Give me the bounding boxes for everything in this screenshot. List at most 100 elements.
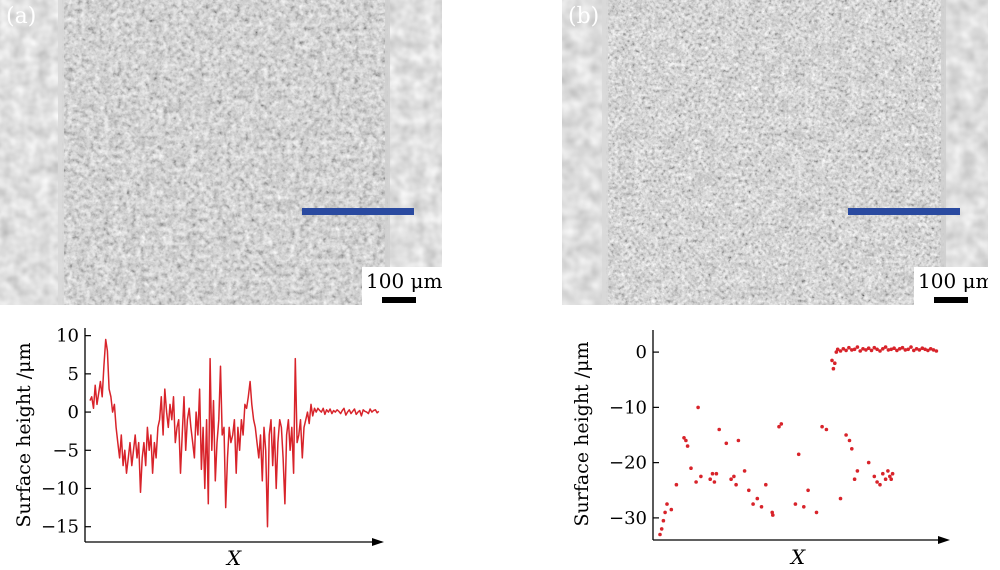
data-point xyxy=(802,505,806,509)
scale-bar-box-b: 100 μm xyxy=(914,267,988,305)
data-point xyxy=(658,532,662,537)
data-point xyxy=(751,502,755,506)
ytick-label: 10 xyxy=(56,326,79,347)
ytick-label: −20 xyxy=(609,453,647,474)
data-point xyxy=(669,507,674,512)
data-point xyxy=(866,346,871,350)
data-point xyxy=(793,502,798,506)
chart-a-xlabel: X xyxy=(225,546,242,570)
data-point xyxy=(912,348,916,353)
chart-b-frame xyxy=(652,330,950,544)
data-point xyxy=(694,480,698,484)
data-point xyxy=(777,424,781,429)
data-point xyxy=(864,348,868,352)
data-point xyxy=(866,460,871,465)
ytick-label: 0 xyxy=(68,402,79,423)
data-point xyxy=(920,346,925,350)
ytick-label: −30 xyxy=(609,508,647,529)
data-point xyxy=(897,347,902,351)
data-point xyxy=(714,471,719,476)
chart-b: 0 −10 −20 −30 Surface height /μm X xyxy=(571,330,950,569)
data-point xyxy=(844,348,848,353)
data-point xyxy=(699,474,703,479)
data-point xyxy=(838,349,843,353)
ytick-label: −15 xyxy=(41,517,79,538)
ytick-label: −10 xyxy=(41,479,79,500)
chart-b-xlabel: X xyxy=(789,545,806,569)
panel-label-a: (a) xyxy=(6,4,37,29)
data-point xyxy=(732,474,736,479)
data-point xyxy=(696,405,700,410)
data-point xyxy=(852,347,857,352)
data-point xyxy=(881,471,885,476)
data-point xyxy=(923,347,927,352)
data-point xyxy=(883,345,888,349)
data-point xyxy=(712,480,717,484)
data-point xyxy=(824,427,829,432)
data-point xyxy=(747,488,751,493)
data-point xyxy=(830,358,834,363)
data-point xyxy=(814,510,819,515)
data-point xyxy=(659,527,664,531)
data-point xyxy=(838,496,843,501)
data-point xyxy=(674,482,679,487)
data-point xyxy=(858,349,862,353)
data-point xyxy=(841,347,846,351)
data-point xyxy=(890,471,895,476)
data-line xyxy=(89,338,380,528)
data-point xyxy=(759,505,764,509)
data-point xyxy=(833,361,837,365)
sem-image-a: (a) 100 μm xyxy=(0,0,442,305)
data-point xyxy=(875,480,879,484)
data-point xyxy=(685,444,690,448)
data-point xyxy=(883,477,888,481)
data-point xyxy=(850,348,854,352)
data-point xyxy=(831,366,836,371)
chart-a: 10 5 0 −5 −10 −15 Surface height /μm X xyxy=(13,326,384,570)
data-point xyxy=(665,502,669,506)
data-point xyxy=(770,510,774,515)
data-point xyxy=(755,496,760,501)
scale-label-a: 100 μm xyxy=(366,269,442,293)
scale-bar-b xyxy=(934,297,968,303)
data-point xyxy=(872,474,877,479)
x-axis-arrow-a xyxy=(372,538,384,546)
data-point xyxy=(903,348,908,352)
data-point xyxy=(852,477,857,481)
scale-bar-a xyxy=(382,297,416,303)
data-point xyxy=(835,347,840,352)
data-point xyxy=(820,424,824,429)
data-point xyxy=(661,518,666,523)
data-point xyxy=(878,349,882,353)
chart-b-series xyxy=(658,345,939,537)
data-point xyxy=(844,433,848,437)
ytick-label: 5 xyxy=(68,364,79,385)
data-point xyxy=(847,438,852,443)
data-point xyxy=(889,347,893,352)
data-point xyxy=(689,466,693,470)
data-point xyxy=(663,510,667,515)
data-point xyxy=(764,482,768,487)
data-point xyxy=(872,345,877,350)
data-point xyxy=(806,488,810,493)
chart-b-yticks: 0 −10 −20 −30 xyxy=(609,342,659,529)
data-point xyxy=(892,346,896,350)
data-point xyxy=(909,345,913,349)
data-point xyxy=(906,347,910,352)
profile-line-a xyxy=(302,208,414,215)
data-point xyxy=(869,348,874,353)
chart-b-ylabel: Surface height /μm xyxy=(571,341,593,526)
x-axis-arrow-b xyxy=(938,536,950,544)
data-point xyxy=(717,427,721,432)
profile-line-b xyxy=(848,208,960,215)
chart-a-ylabel: Surface height /μm xyxy=(13,342,35,527)
scale-bar-box-a: 100 μm xyxy=(362,267,442,305)
data-point xyxy=(736,438,741,443)
data-point xyxy=(855,345,860,349)
data-point xyxy=(779,422,784,426)
sem-image-b: (b) 100 μm xyxy=(562,0,988,305)
data-point xyxy=(900,345,905,350)
data-point xyxy=(914,347,919,351)
chart-a-series xyxy=(89,338,380,528)
data-point xyxy=(724,441,729,446)
